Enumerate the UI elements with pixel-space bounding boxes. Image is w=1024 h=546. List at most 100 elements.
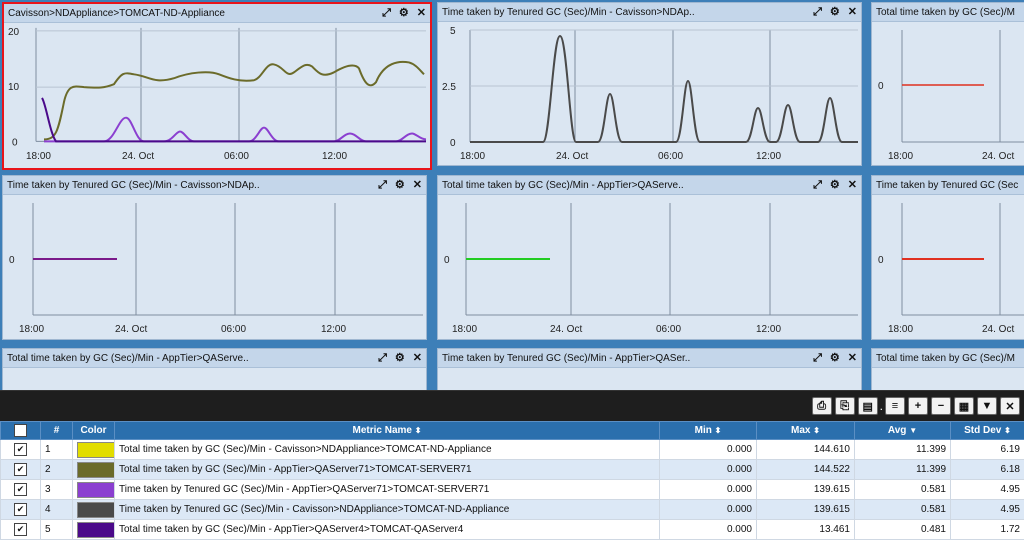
panel-header: Cavisson>NDAppliance>TOMCAT-ND-Appliance… bbox=[4, 4, 430, 23]
row-checkbox[interactable]: ✔ bbox=[14, 463, 27, 476]
sort-icon[interactable]: ⬍ bbox=[1004, 426, 1011, 435]
sort-icon[interactable]: ⬍ bbox=[715, 426, 722, 435]
expand-icon[interactable]: ⤢ bbox=[813, 353, 822, 364]
chart-panel[interactable]: Total time taken by GC (Sec)/Min - AppTi… bbox=[2, 348, 427, 390]
panel-header: Time taken by Tenured GC (Sec)/Min - Cav… bbox=[438, 3, 861, 22]
table-row[interactable]: ✔ 4 Time taken by Tenured GC (Sec)/Min -… bbox=[1, 500, 1024, 520]
series-line-purple bbox=[44, 118, 426, 142]
row-number: 1 bbox=[41, 440, 73, 460]
chart-panel[interactable]: Total time taken by GC (Sec)/M bbox=[871, 348, 1024, 390]
y-tick: 20 bbox=[8, 27, 20, 38]
close-icon[interactable]: ✕ bbox=[413, 353, 422, 364]
sort-icon[interactable]: ⬍ bbox=[813, 426, 820, 435]
expand-icon[interactable]: ⤢ bbox=[378, 180, 387, 191]
row-checkbox[interactable]: ✔ bbox=[14, 523, 27, 536]
std-value: 1.72 bbox=[951, 520, 1024, 540]
chart-area: 0 18:00 24. Oct 06:00 12:00 bbox=[438, 195, 861, 339]
close-icon[interactable]: ✕ bbox=[417, 8, 426, 19]
color-swatch[interactable] bbox=[77, 462, 115, 478]
x-tick: 12:00 bbox=[322, 151, 347, 162]
column-header-std[interactable]: Std Dev ⬍ bbox=[951, 422, 1024, 440]
minus-icon[interactable]: − bbox=[931, 397, 951, 415]
menu-icon[interactable]: ≡ bbox=[885, 397, 905, 415]
chart-panel[interactable]: Total time taken by GC (Sec)/M 0 18:00 2… bbox=[871, 2, 1024, 166]
gear-icon[interactable]: ⚙ bbox=[830, 7, 840, 18]
x-tick: 18:00 bbox=[19, 324, 44, 335]
sort-desc-icon[interactable]: ▼ bbox=[909, 426, 917, 435]
grid-icon[interactable]: ▦ bbox=[954, 397, 974, 415]
chart-panel-selected[interactable]: Cavisson>NDAppliance>TOMCAT-ND-Appliance… bbox=[2, 2, 432, 170]
table-row[interactable]: ✔ 5 Total time taken by GC (Sec)/Min - A… bbox=[1, 520, 1024, 540]
expand-icon[interactable]: ⤢ bbox=[813, 7, 822, 18]
row-checkbox[interactable]: ✔ bbox=[14, 503, 27, 516]
table-row[interactable]: ✔ 3 Time taken by Tenured GC (Sec)/Min -… bbox=[1, 480, 1024, 500]
gear-icon[interactable]: ⚙ bbox=[399, 8, 409, 19]
panel-title: Total time taken by GC (Sec)/M bbox=[876, 353, 1015, 364]
x-tick: 18:00 bbox=[888, 324, 913, 335]
panel-title: Cavisson>NDAppliance>TOMCAT-ND-Appliance bbox=[8, 8, 225, 19]
table-toolbar: ⎙ ⎘ ▤ . ≡ + − ▦ ▼ ✕ bbox=[0, 391, 1024, 421]
color-swatch[interactable] bbox=[77, 502, 115, 518]
gear-icon[interactable]: ⚙ bbox=[395, 180, 405, 191]
chart-panel[interactable]: Time taken by Tenured GC (Sec)/Min - App… bbox=[437, 348, 862, 390]
color-swatch[interactable] bbox=[77, 522, 115, 538]
table-row[interactable]: ✔ 2 Total time taken by GC (Sec)/Min - A… bbox=[1, 460, 1024, 480]
column-header-avg[interactable]: Avg ▼ bbox=[855, 422, 951, 440]
close-icon[interactable]: ✕ bbox=[1000, 397, 1020, 415]
sort-icon[interactable]: ⬍ bbox=[415, 426, 422, 435]
avg-value: 11.399 bbox=[855, 460, 951, 480]
row-number: 5 bbox=[41, 520, 73, 540]
metric-name: Time taken by Tenured GC (Sec)/Min - Cav… bbox=[115, 500, 660, 520]
close-icon[interactable]: ✕ bbox=[848, 180, 857, 191]
max-value: 139.615 bbox=[757, 500, 855, 520]
expand-icon[interactable]: ⤢ bbox=[378, 353, 387, 364]
chart-panel[interactable]: Time taken by Tenured GC (Sec)/Min - Cav… bbox=[437, 2, 862, 166]
plus-icon[interactable]: + bbox=[908, 397, 928, 415]
y-tick: 0 bbox=[12, 137, 18, 148]
row-number: 2 bbox=[41, 460, 73, 480]
chart-area: 0 18:00 24. Oct 06:00 12:00 bbox=[3, 195, 426, 339]
min-header-label: Min bbox=[695, 425, 712, 436]
row-checkbox[interactable]: ✔ bbox=[14, 483, 27, 496]
gear-icon[interactable]: ⚙ bbox=[830, 353, 840, 364]
panel-header: Time taken by Tenured GC (Sec)/Min - App… bbox=[438, 349, 861, 368]
color-swatch[interactable] bbox=[77, 442, 115, 458]
column-header-metric[interactable]: Metric Name ⬍ bbox=[115, 422, 660, 440]
panel-header: Total time taken by GC (Sec)/Min - AppTi… bbox=[438, 176, 861, 195]
color-swatch[interactable] bbox=[77, 482, 115, 498]
color-cell bbox=[73, 460, 115, 480]
column-header-max[interactable]: Max ⬍ bbox=[757, 422, 855, 440]
std-header-label: Std Dev bbox=[964, 425, 1001, 436]
panel-title: Total time taken by GC (Sec)/Min - AppTi… bbox=[7, 353, 249, 364]
chart-panel[interactable]: Time taken by Tenured GC (Sec 0 18:00 24… bbox=[871, 175, 1024, 340]
column-header-num: # bbox=[41, 422, 73, 440]
close-icon[interactable]: ✕ bbox=[848, 353, 857, 364]
min-value: 0.000 bbox=[660, 440, 757, 460]
row-checkbox[interactable]: ✔ bbox=[14, 443, 27, 456]
close-icon[interactable]: ✕ bbox=[413, 180, 422, 191]
avg-value: 0.581 bbox=[855, 500, 951, 520]
pdf-export-icon[interactable]: ⎘ bbox=[835, 397, 855, 415]
expand-icon[interactable]: ⤢ bbox=[813, 180, 822, 191]
chart-panel[interactable]: Total time taken by GC (Sec)/Min - AppTi… bbox=[437, 175, 862, 340]
table-row[interactable]: ✔ 1 Total time taken by GC (Sec)/Min - C… bbox=[1, 440, 1024, 460]
document-icon[interactable]: ▤ bbox=[858, 397, 878, 415]
row-number: 4 bbox=[41, 500, 73, 520]
pdf-icon[interactable]: ⎙ bbox=[812, 397, 832, 415]
column-header-min[interactable]: Min ⬍ bbox=[660, 422, 757, 440]
color-cell bbox=[73, 480, 115, 500]
avg-header-label: Avg bbox=[888, 425, 907, 436]
gear-icon[interactable]: ⚙ bbox=[395, 353, 405, 364]
std-value: 4.95 bbox=[951, 500, 1024, 520]
max-value: 144.610 bbox=[757, 440, 855, 460]
close-icon[interactable]: ✕ bbox=[848, 7, 857, 18]
select-all-header[interactable]: ✔ bbox=[1, 422, 41, 440]
filter-icon[interactable]: ▼ bbox=[977, 397, 997, 415]
select-all-checkbox[interactable]: ✔ bbox=[14, 424, 27, 437]
chart-panel[interactable]: Time taken by Tenured GC (Sec)/Min - Cav… bbox=[2, 175, 427, 340]
gear-icon[interactable]: ⚙ bbox=[830, 180, 840, 191]
expand-icon[interactable]: ⤢ bbox=[382, 8, 391, 19]
std-value: 6.19 bbox=[951, 440, 1024, 460]
x-tick: 18:00 bbox=[26, 151, 51, 162]
x-tick: 12:00 bbox=[756, 324, 781, 335]
